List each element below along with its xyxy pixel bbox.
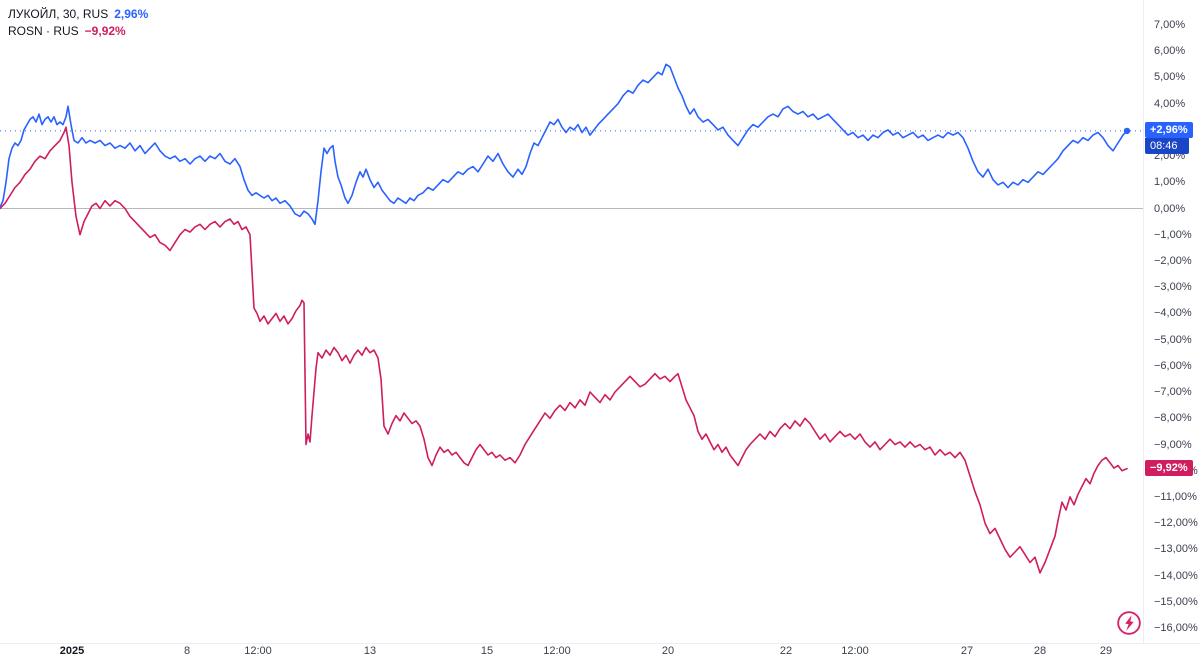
- price-axis-label: −16,00%: [1154, 622, 1198, 634]
- price-axis-label: 1,00%: [1154, 176, 1186, 189]
- lightning-icon: [1117, 611, 1141, 635]
- time-axis-label: 27: [960, 645, 974, 655]
- price-axis-label: −11,00%: [1154, 490, 1197, 503]
- time-axis-label: 8: [183, 645, 191, 655]
- lukoil-change-value: 2,96%: [114, 7, 149, 21]
- price-axis-label: 0,00%: [1154, 202, 1186, 215]
- price-axis[interactable]: 7,00%6,00%5,00%4,00%3,00%2,00%1,00%0,00%…: [1143, 0, 1200, 643]
- time-axis-label: 22: [779, 645, 793, 655]
- price-axis-label: −4,00%: [1154, 307, 1192, 320]
- time-axis-label: 29: [1099, 645, 1113, 655]
- price-axis-label: 6,00%: [1154, 45, 1186, 58]
- lightning-button[interactable]: [1115, 609, 1143, 637]
- plot-area[interactable]: [0, 0, 1143, 643]
- legend-row-lukoil[interactable]: ЛУКОЙЛ, 30, RUS 2,96%: [8, 6, 148, 23]
- price-axis-label: −6,00%: [1154, 359, 1192, 372]
- price-axis-label: −3,00%: [1154, 281, 1192, 294]
- time-axis-label: 2025: [59, 645, 85, 655]
- last-price-marker: [1123, 127, 1131, 135]
- time-axis-label: 12:00: [244, 645, 272, 655]
- series-line-0: [0, 63, 1128, 226]
- chart-canvas[interactable]: [0, 0, 1143, 643]
- lukoil-countdown-badge: 08:46: [1145, 137, 1189, 154]
- legend-row-rosn[interactable]: ROSN · RUS −9,92%: [8, 23, 148, 40]
- price-axis-label: 7,00%: [1154, 19, 1186, 31]
- time-axis-label: 28: [1033, 645, 1047, 655]
- price-axis-label: −14,00%: [1154, 569, 1198, 582]
- rosn-change-value: −9,92%: [84, 24, 126, 38]
- legend: ЛУКОЙЛ, 30, RUS 2,96% ROSN · RUS −9,92%: [8, 6, 148, 40]
- rosn-last-price-badge: −9,92%: [1145, 459, 1193, 476]
- time-axis-label: 12:00: [543, 645, 571, 655]
- series-line-1: [0, 126, 1128, 574]
- price-axis-label: −1,00%: [1154, 228, 1192, 241]
- price-axis-label: 4,00%: [1154, 97, 1186, 110]
- time-axis[interactable]: 2025 8 12:00 13 15 12:00 20 22 12:00 27 28 29: [0, 643, 1200, 655]
- rosn-symbol-label: ROSN · RUS: [8, 24, 79, 38]
- price-axis-label: −12,00%: [1154, 517, 1198, 530]
- time-axis-label: 20: [661, 645, 675, 655]
- price-axis-label: −15,00%: [1154, 595, 1198, 608]
- price-axis-label: −5,00%: [1154, 333, 1192, 346]
- price-axis-label: −9,00%: [1154, 438, 1192, 451]
- lukoil-last-price-badge: +2,96%: [1145, 121, 1193, 138]
- time-axis-label: 15: [480, 645, 494, 655]
- price-axis-label: −7,00%: [1154, 386, 1192, 398]
- time-axis-label: 13: [363, 645, 377, 655]
- lukoil-symbol-label: ЛУКОЙЛ, 30, RUS: [8, 7, 109, 21]
- price-axis-label: 5,00%: [1154, 71, 1186, 84]
- price-axis-label: −8,00%: [1154, 412, 1192, 425]
- time-axis-label: 12:00: [841, 645, 869, 655]
- price-axis-label: −13,00%: [1154, 543, 1198, 556]
- price-axis-label: −2,00%: [1154, 255, 1192, 267]
